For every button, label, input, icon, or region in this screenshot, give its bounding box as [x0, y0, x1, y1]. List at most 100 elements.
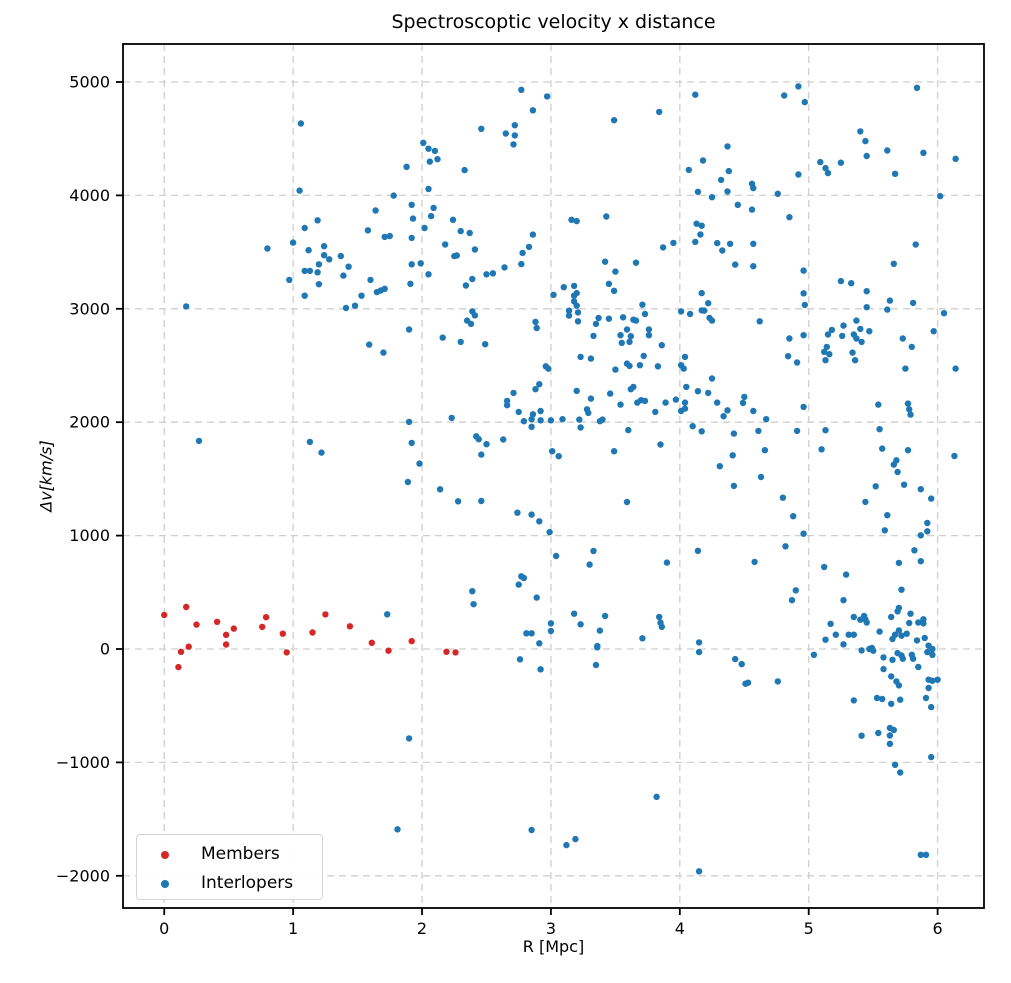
data-point [659, 244, 667, 251]
data-point [510, 389, 517, 397]
data-point [890, 461, 897, 468]
data-point [826, 351, 833, 358]
data-point [576, 416, 583, 423]
data-point [185, 643, 192, 650]
data-point [863, 304, 870, 311]
data-point [788, 597, 796, 604]
data-point [502, 130, 509, 137]
data-point [719, 247, 726, 254]
data-point [405, 735, 413, 742]
data-point [863, 152, 870, 160]
data-point [511, 122, 518, 129]
data-point [572, 835, 579, 843]
data-point [714, 399, 721, 406]
data-point [779, 494, 787, 501]
data-point [884, 147, 891, 154]
data-point [408, 234, 415, 242]
data-point [672, 396, 680, 403]
data-point [897, 769, 904, 776]
data-point [617, 332, 624, 339]
data-point [662, 399, 669, 406]
data-point [420, 139, 427, 146]
data-point [404, 478, 412, 486]
data-point [626, 362, 633, 370]
data-point [911, 547, 918, 554]
data-point [832, 631, 839, 638]
data-point [529, 107, 537, 114]
data-point [654, 363, 662, 370]
data-point [751, 558, 758, 566]
data-point [821, 563, 828, 571]
data-point [403, 163, 410, 170]
data-point [346, 623, 354, 630]
data-point [656, 613, 663, 621]
data-point [782, 543, 789, 550]
data-point [744, 679, 752, 686]
data-point [708, 194, 716, 201]
data-point [839, 332, 846, 340]
data-point [515, 581, 522, 588]
data-point [453, 252, 460, 259]
data-point [899, 655, 906, 662]
data-point [821, 348, 828, 356]
data-point [824, 331, 832, 338]
data-point [792, 587, 799, 594]
data-point [543, 93, 551, 100]
data-point [519, 249, 526, 257]
data-point [677, 308, 685, 315]
data-point [876, 628, 883, 635]
tick-labels: 0 1 2 3 4 5 6 −2000 −1000 0 1000 2000 3000 4000 5000 [56, 72, 943, 938]
data-point [850, 631, 857, 638]
data-point [610, 117, 618, 124]
data-point [862, 498, 869, 506]
data-point [549, 448, 556, 455]
data-point [645, 332, 653, 339]
data-point [532, 318, 539, 326]
data-point [724, 407, 731, 414]
data-point [748, 206, 756, 213]
y-tick-label: −2000 [56, 866, 110, 885]
data-point [732, 655, 739, 663]
data-point [625, 426, 632, 434]
data-point [685, 166, 692, 174]
data-point [467, 320, 475, 328]
data-point [636, 362, 644, 369]
data-point [409, 215, 417, 222]
data-point [750, 407, 757, 415]
data-point [366, 341, 373, 348]
data-point [590, 332, 597, 340]
data-point [750, 184, 757, 192]
data-point [873, 694, 881, 702]
data-point [774, 678, 781, 685]
data-point [367, 276, 374, 284]
data-point [683, 383, 690, 391]
data-point [537, 666, 544, 673]
data-point [817, 158, 824, 166]
axis-ticks [116, 81, 939, 915]
data-point [858, 732, 865, 739]
data-point [724, 143, 731, 150]
data-point [283, 649, 290, 656]
data-point [454, 498, 462, 505]
data-point [470, 601, 477, 608]
data-point [894, 468, 901, 476]
data-point [471, 312, 479, 319]
data-point [577, 353, 584, 361]
data-point [421, 224, 428, 232]
data-point [912, 241, 919, 248]
data-point [547, 627, 555, 635]
data-point [262, 614, 270, 621]
data-point [921, 634, 928, 642]
data-point [536, 640, 543, 647]
data-point [741, 393, 748, 401]
data-point [555, 453, 562, 460]
data-point [928, 703, 935, 711]
data-point [326, 256, 333, 263]
data-point [657, 619, 664, 626]
data-point [408, 201, 415, 208]
data-point [585, 409, 592, 417]
data-point [913, 637, 921, 644]
data-point [652, 408, 659, 416]
data-point [640, 352, 647, 360]
data-point [405, 326, 413, 333]
